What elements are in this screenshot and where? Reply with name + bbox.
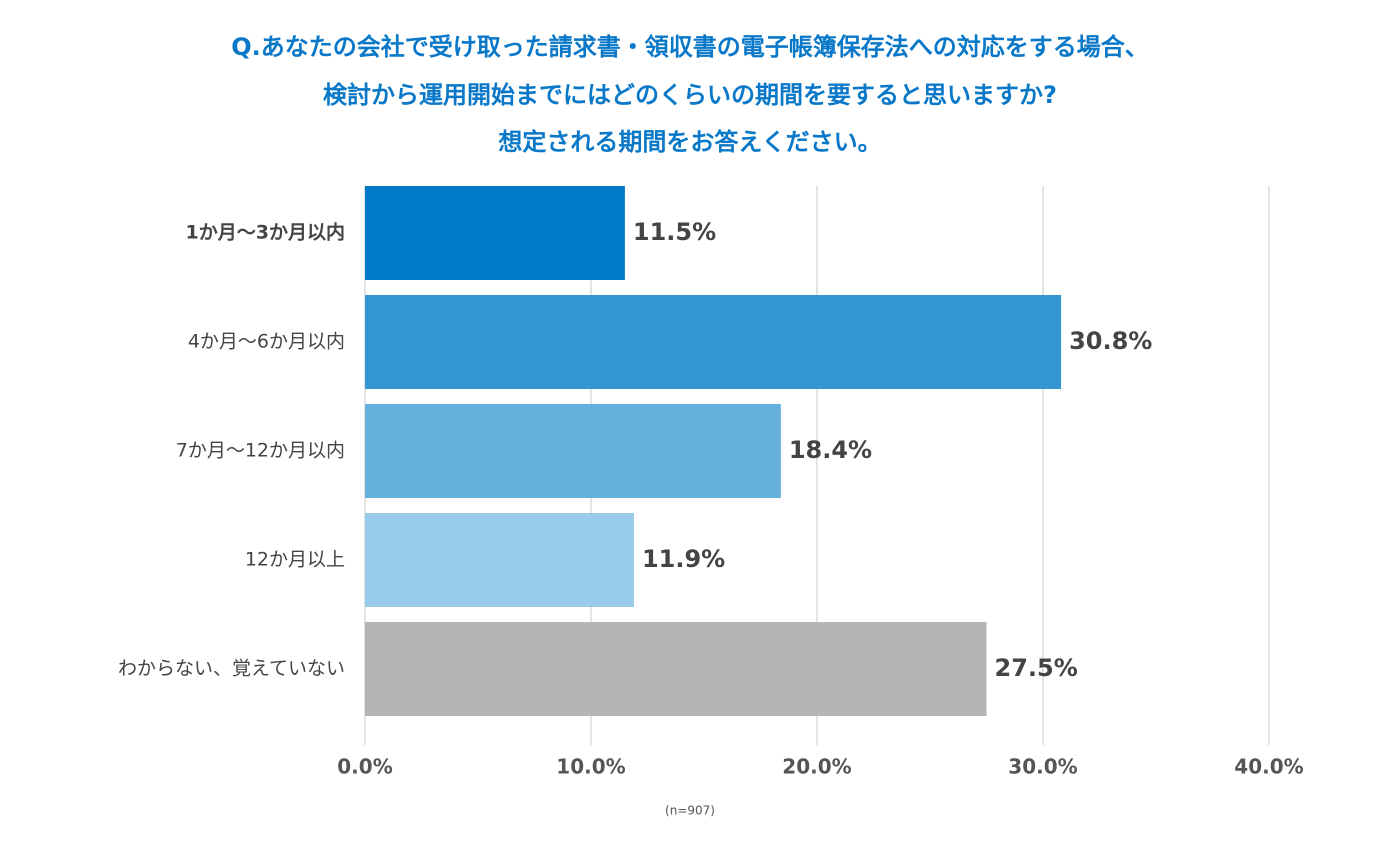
value-label: 30.8% bbox=[1069, 327, 1152, 355]
bar bbox=[365, 404, 781, 498]
category-label: 1か月〜3か月以内 bbox=[186, 221, 345, 244]
x-tick-label: 0.0% bbox=[337, 755, 392, 779]
bar bbox=[365, 513, 634, 607]
value-label: 18.4% bbox=[789, 436, 872, 464]
chart-title: 想定される期間をお答えください。 bbox=[498, 128, 881, 156]
bar bbox=[365, 622, 987, 716]
value-label: 11.5% bbox=[633, 218, 716, 246]
category-label: 4か月〜6か月以内 bbox=[188, 331, 345, 353]
chart-title: 検討から運用開始までにはどのくらいの期間を要すると思いますか? bbox=[323, 81, 1057, 109]
category-label: 12か月以上 bbox=[245, 549, 345, 571]
chart-title: Q.あなたの会社で受け取った請求書・領収書の電子帳簿保存法への対応をする場合、 bbox=[231, 33, 1149, 61]
bar bbox=[365, 295, 1062, 389]
category-label: 7か月〜12か月以内 bbox=[176, 440, 345, 462]
x-tick-label: 40.0% bbox=[1234, 755, 1303, 779]
x-tick-label: 10.0% bbox=[556, 755, 625, 779]
category-label: わからない、覚えていない bbox=[118, 658, 345, 680]
bar bbox=[365, 186, 625, 280]
sample-note: (n=907) bbox=[665, 804, 715, 818]
value-label: 11.9% bbox=[642, 545, 725, 573]
x-tick-label: 20.0% bbox=[782, 755, 851, 779]
x-tick-label: 30.0% bbox=[1008, 755, 1077, 779]
value-label: 27.5% bbox=[995, 654, 1078, 682]
